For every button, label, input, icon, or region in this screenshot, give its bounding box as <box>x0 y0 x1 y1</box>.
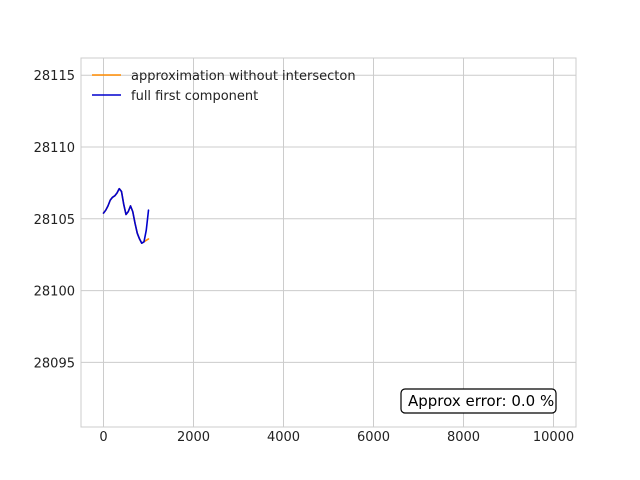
series-line-full-first-component <box>102 187 150 245</box>
x-tick-label: 8000 <box>447 430 480 445</box>
x-tick-label: 4000 <box>267 430 300 445</box>
approx-error-frame <box>400 388 557 414</box>
legend-label-approximation: approximation without intersecton <box>131 69 356 84</box>
legend: approximation without intersecton full f… <box>92 69 356 104</box>
grid <box>81 58 576 427</box>
approx-error-box: Approx error: 0.0 % <box>400 388 557 414</box>
y-tick-label: 28095 <box>34 356 75 371</box>
plot-area <box>81 58 576 427</box>
x-tick-label: 2000 <box>177 430 210 445</box>
y-tick-label: 28110 <box>34 141 75 156</box>
x-tick-label: 0 <box>99 430 107 445</box>
x-tick-label: 10000 <box>533 430 574 445</box>
legend-label-full-first-component: full first component <box>131 89 258 104</box>
approx-error-text: Approx error: 0.0 % <box>408 392 554 410</box>
y-tick-label: 28105 <box>34 213 75 228</box>
series-layer <box>102 187 150 245</box>
plot-frame <box>80 57 577 428</box>
tick-labels: 0 2000 4000 6000 8000 10000 28095 28100 28105 281… <box>34 69 575 445</box>
x-tick-label: 6000 <box>357 430 390 445</box>
y-tick-label: 28100 <box>34 285 75 300</box>
y-tick-label: 28115 <box>34 69 75 84</box>
